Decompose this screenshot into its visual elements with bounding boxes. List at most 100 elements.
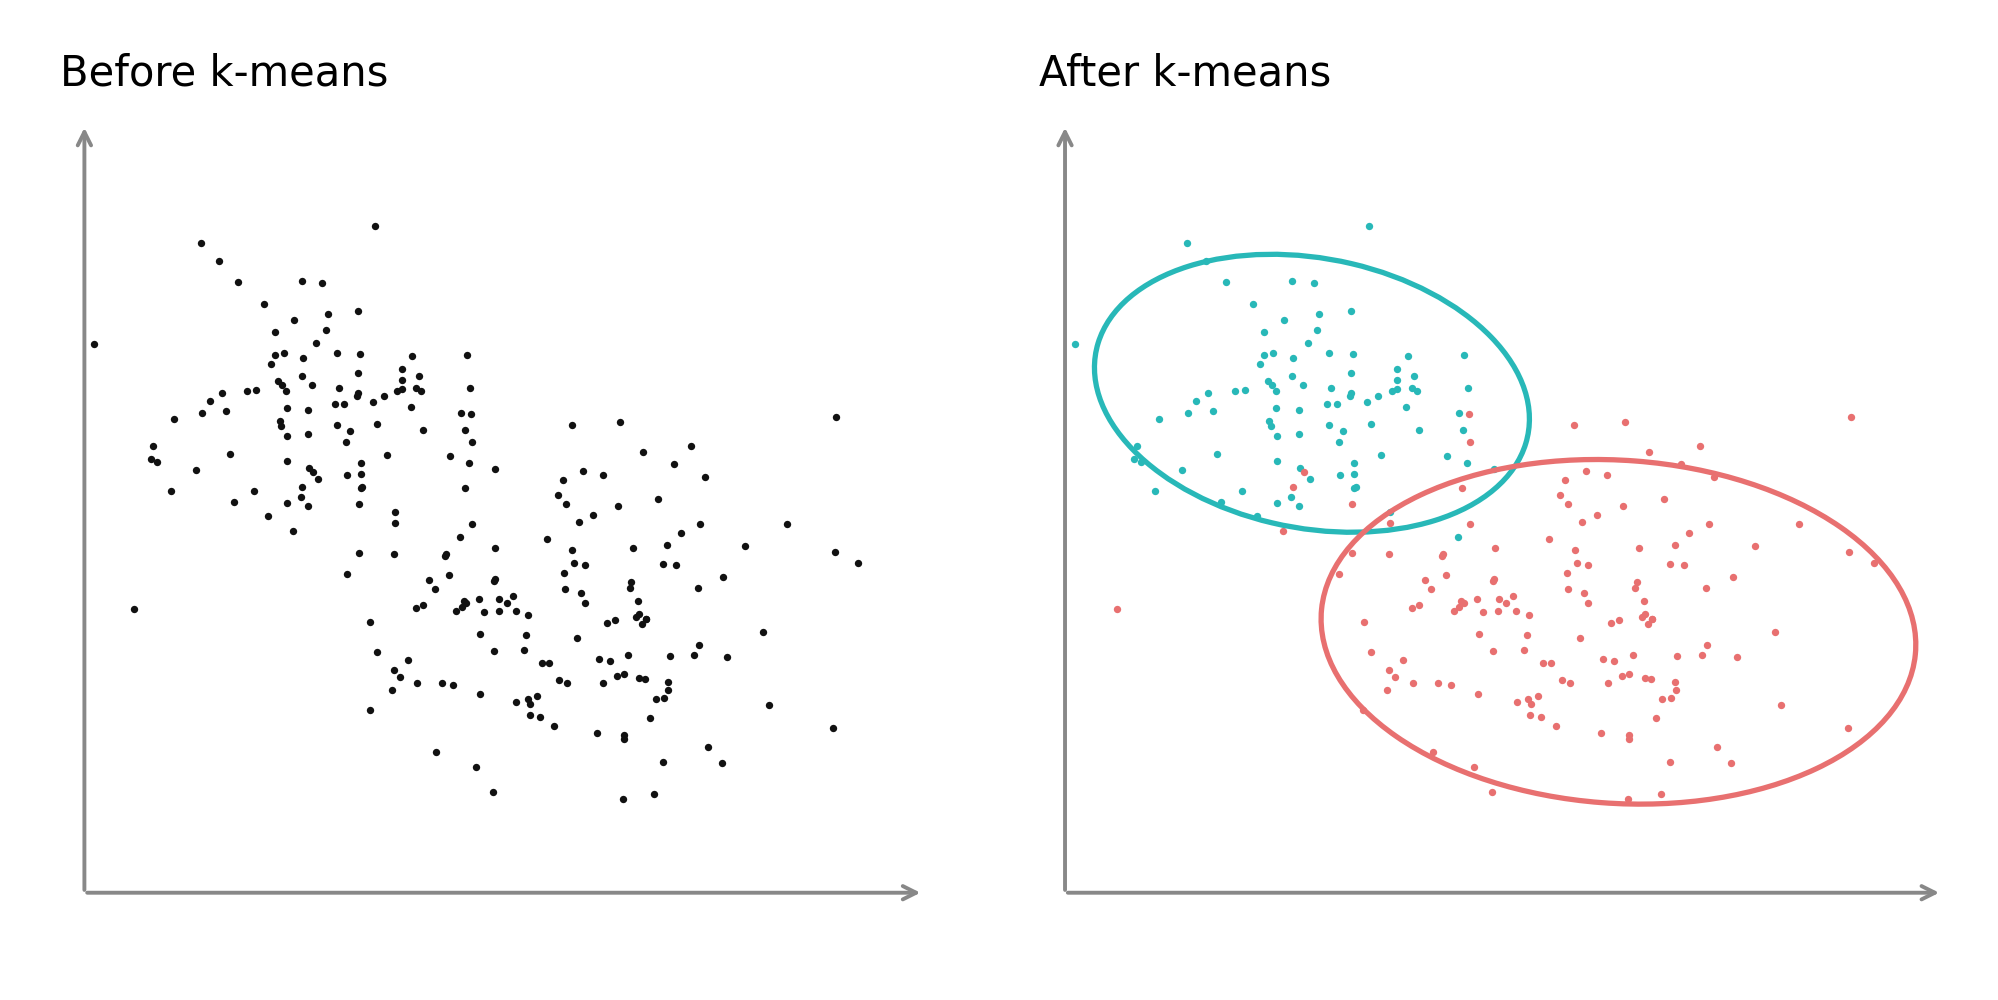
Point bbox=[613, 580, 645, 596]
Point bbox=[480, 540, 511, 556]
Point bbox=[597, 612, 629, 628]
Point bbox=[1377, 383, 1409, 399]
Point bbox=[1435, 677, 1467, 693]
Point bbox=[1283, 498, 1315, 514]
Point bbox=[1526, 655, 1558, 671]
Point bbox=[563, 514, 595, 530]
Point bbox=[689, 469, 721, 485]
Point bbox=[1143, 411, 1175, 427]
Point bbox=[454, 455, 486, 471]
Point bbox=[1830, 720, 1862, 736]
Point bbox=[1475, 784, 1506, 800]
Point bbox=[232, 383, 264, 399]
Point bbox=[561, 630, 593, 646]
Point bbox=[1660, 648, 1692, 664]
Point bbox=[296, 377, 328, 393]
Point bbox=[587, 467, 619, 483]
Point bbox=[344, 346, 376, 362]
Point bbox=[533, 655, 565, 671]
Point bbox=[545, 472, 577, 488]
Point bbox=[380, 504, 412, 520]
Point bbox=[1353, 218, 1385, 234]
Point bbox=[272, 428, 304, 444]
Point bbox=[1512, 691, 1544, 707]
Point bbox=[270, 400, 302, 416]
Point bbox=[1638, 710, 1670, 726]
Point bbox=[1327, 423, 1359, 439]
Point bbox=[464, 686, 496, 702]
Point bbox=[1451, 455, 1483, 471]
Point bbox=[258, 347, 290, 363]
Point bbox=[1313, 345, 1345, 361]
Point bbox=[256, 356, 288, 372]
Point bbox=[362, 644, 394, 660]
Point bbox=[344, 455, 376, 471]
Point bbox=[482, 603, 513, 619]
Point bbox=[555, 417, 587, 433]
Point bbox=[1427, 546, 1459, 562]
Point bbox=[1139, 483, 1171, 499]
Point bbox=[248, 296, 280, 312]
Point bbox=[1447, 480, 1479, 496]
Point bbox=[386, 372, 418, 388]
Point bbox=[1403, 597, 1435, 613]
Point bbox=[1514, 696, 1546, 712]
Point bbox=[468, 604, 500, 620]
Point bbox=[1429, 567, 1461, 583]
Point bbox=[1347, 702, 1379, 718]
Point bbox=[1558, 542, 1590, 558]
Point bbox=[1500, 694, 1532, 710]
Point bbox=[1477, 573, 1508, 589]
Point bbox=[286, 273, 318, 289]
Point bbox=[272, 453, 304, 469]
Point bbox=[358, 394, 390, 410]
Point bbox=[378, 546, 410, 562]
Point bbox=[1612, 666, 1644, 682]
Point bbox=[1604, 668, 1636, 684]
Point bbox=[1467, 604, 1498, 620]
Point bbox=[1858, 555, 1890, 571]
Point bbox=[260, 324, 292, 340]
Point bbox=[1453, 434, 1485, 450]
Point bbox=[320, 345, 352, 361]
Point bbox=[1401, 383, 1433, 399]
Point bbox=[615, 574, 647, 590]
Point bbox=[1275, 489, 1307, 505]
Point bbox=[418, 581, 450, 597]
Point bbox=[438, 677, 470, 693]
Point bbox=[623, 606, 655, 622]
Point bbox=[1311, 396, 1343, 412]
Point bbox=[1415, 581, 1447, 597]
Point bbox=[1171, 235, 1203, 251]
Point bbox=[1524, 709, 1556, 725]
Point bbox=[464, 626, 496, 642]
Point bbox=[406, 383, 438, 399]
Point bbox=[434, 448, 466, 464]
Point bbox=[1355, 416, 1387, 432]
Point bbox=[565, 585, 597, 601]
Point bbox=[1566, 514, 1598, 530]
Point bbox=[771, 516, 803, 532]
Point bbox=[498, 588, 529, 604]
Point bbox=[454, 380, 486, 396]
Point bbox=[342, 496, 374, 512]
Point bbox=[1179, 393, 1211, 409]
Point bbox=[621, 593, 653, 609]
Point bbox=[1449, 347, 1481, 363]
Point bbox=[675, 438, 707, 454]
Point bbox=[1453, 516, 1485, 532]
Point bbox=[637, 786, 669, 802]
Point bbox=[1477, 571, 1508, 587]
Point bbox=[238, 483, 270, 499]
Point bbox=[1682, 438, 1714, 454]
Point bbox=[1339, 479, 1371, 495]
Point bbox=[1449, 595, 1481, 611]
Point bbox=[322, 417, 354, 433]
Point bbox=[1443, 599, 1475, 615]
Point bbox=[292, 498, 324, 514]
Point bbox=[430, 548, 462, 564]
Point bbox=[1562, 630, 1594, 646]
Point bbox=[402, 368, 434, 384]
Point bbox=[408, 597, 440, 613]
Point bbox=[394, 399, 426, 415]
